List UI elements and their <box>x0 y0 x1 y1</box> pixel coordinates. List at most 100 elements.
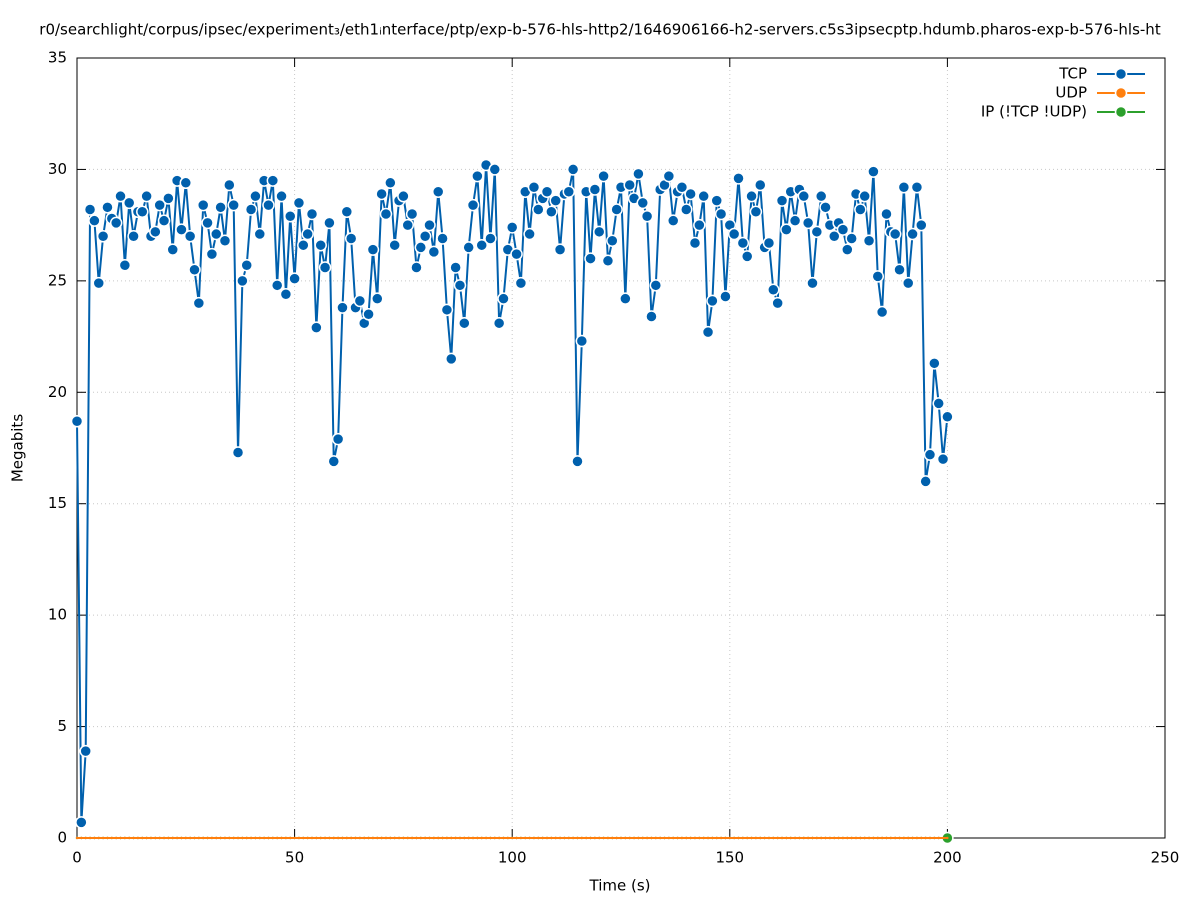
data-point <box>511 836 514 840</box>
data-point <box>489 836 492 840</box>
y-tick-label: 35 <box>48 49 67 67</box>
legend-label: IP (!TCP !UDP) <box>981 103 1087 121</box>
data-point <box>941 836 945 840</box>
data-point <box>888 227 902 241</box>
data-point <box>214 201 227 214</box>
data-point <box>749 205 763 219</box>
data-point <box>349 836 353 840</box>
data-point <box>797 189 811 203</box>
data-point <box>319 836 322 840</box>
data-point <box>785 836 788 840</box>
data-point <box>449 261 462 274</box>
data-point <box>915 218 928 232</box>
data-point <box>532 836 536 840</box>
data-point <box>688 236 702 250</box>
data-point <box>253 227 267 241</box>
data-point <box>244 203 258 216</box>
data-point <box>814 189 828 203</box>
data-point <box>897 181 911 194</box>
data-point <box>702 836 705 840</box>
data-point <box>192 296 206 310</box>
data-point <box>436 232 449 245</box>
data-point <box>410 261 423 274</box>
data-point <box>84 836 87 840</box>
data-point <box>210 227 223 241</box>
data-point <box>706 294 719 308</box>
data-point <box>780 836 784 840</box>
data-point <box>858 189 871 203</box>
data-point <box>846 836 849 840</box>
data-point <box>336 301 349 314</box>
data-point <box>606 836 610 840</box>
data-point <box>375 187 388 201</box>
data-point <box>171 836 174 840</box>
x-tick-label: 50 <box>285 849 304 867</box>
data-point <box>166 243 179 256</box>
data-point <box>127 230 140 243</box>
data-point <box>841 243 854 256</box>
data-point <box>132 836 135 840</box>
data-point <box>323 836 327 840</box>
data-point <box>719 290 732 303</box>
data-point <box>331 432 345 446</box>
data-point <box>836 223 850 236</box>
data-point <box>854 836 858 840</box>
data-point <box>911 836 914 840</box>
data-point <box>497 292 510 305</box>
data-point <box>776 836 779 840</box>
legend-label: TCP <box>1058 65 1087 83</box>
data-point <box>236 274 249 288</box>
data-point <box>937 836 940 840</box>
data-point <box>919 475 932 488</box>
data-point <box>402 836 405 840</box>
data-point <box>545 836 549 840</box>
data-point <box>571 836 575 840</box>
data-point <box>946 836 949 840</box>
data-point <box>697 189 710 203</box>
data-point <box>241 836 244 840</box>
data-point <box>249 836 253 840</box>
data-point <box>763 836 766 840</box>
legend-label: UDP <box>1055 84 1087 102</box>
y-tick-label: 5 <box>57 717 67 735</box>
data-point <box>271 836 275 840</box>
data-point <box>515 836 518 840</box>
data-point <box>75 816 88 829</box>
data-point <box>254 836 257 840</box>
data-point <box>727 227 741 241</box>
data-point <box>815 836 819 840</box>
data-point <box>754 836 758 840</box>
data-point <box>537 836 540 840</box>
data-point <box>850 836 853 840</box>
data-point <box>215 836 218 840</box>
data-point <box>488 163 502 176</box>
data-point <box>427 245 441 259</box>
data-point <box>632 836 636 840</box>
data-point <box>406 836 409 840</box>
data-point <box>136 836 140 840</box>
data-point <box>363 836 366 840</box>
data-point <box>920 836 923 840</box>
data-point <box>654 836 658 840</box>
data-point <box>450 836 453 840</box>
data-point <box>615 836 618 840</box>
data-point <box>910 181 924 194</box>
x-tick-label: 250 <box>1151 849 1180 867</box>
data-point <box>301 227 314 241</box>
data-point <box>240 259 253 272</box>
data-point <box>258 836 261 840</box>
data-point <box>584 252 597 265</box>
data-point <box>162 192 175 205</box>
data-point <box>527 181 541 194</box>
data-point <box>592 225 606 239</box>
data-point <box>624 836 627 840</box>
data-point <box>662 169 676 183</box>
data-point <box>210 836 214 840</box>
data-point <box>292 196 306 210</box>
data-point <box>867 165 880 178</box>
data-point <box>771 296 784 310</box>
data-point <box>228 836 231 840</box>
data-point <box>576 836 579 840</box>
data-point <box>819 836 823 840</box>
data-point <box>289 836 292 840</box>
